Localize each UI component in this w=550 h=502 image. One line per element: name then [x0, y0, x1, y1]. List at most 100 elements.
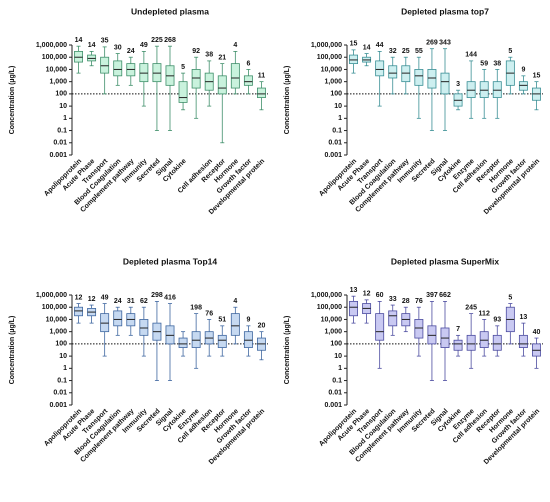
count-label: 416	[164, 294, 176, 301]
count-label: 5	[508, 48, 512, 55]
y-tick-label: 10	[59, 353, 67, 360]
y-tick-label: 10	[334, 353, 342, 360]
y-tick-label: 100	[55, 91, 67, 98]
chart-title: Depleted plasma Top14	[123, 256, 218, 266]
y-tick-label: 0.01	[53, 140, 67, 147]
count-label: 4	[233, 298, 237, 305]
box	[349, 54, 358, 65]
count-label: 44	[376, 42, 384, 49]
y-tick-label: 1	[63, 115, 67, 122]
count-label: 30	[114, 44, 122, 51]
box	[479, 81, 489, 98]
count-label: 6	[246, 60, 250, 67]
count-label: 7	[456, 326, 460, 333]
box	[414, 69, 424, 86]
count-label: 31	[127, 298, 135, 305]
count-label: 9	[246, 317, 250, 324]
y-tick-label: 1,000	[49, 329, 67, 336]
y-tick-label: 1,000,000	[36, 292, 67, 299]
y-tick-label: 100	[330, 341, 342, 348]
box	[388, 310, 398, 327]
y-axis-label: Concentration (µg/L)	[9, 66, 16, 135]
y-axis-label: Concentration (µg/L)	[284, 316, 291, 385]
count-label: 397	[426, 292, 438, 299]
count-label: 60	[376, 292, 384, 299]
box	[349, 300, 358, 317]
box	[74, 306, 83, 317]
y-tick-label: 100	[55, 341, 67, 348]
count-label: 298	[151, 292, 163, 299]
y-tick-label: 100,000	[42, 54, 67, 61]
box	[243, 331, 253, 348]
box	[230, 63, 240, 89]
count-label: 62	[140, 298, 148, 305]
box	[492, 81, 502, 98]
y-tick-label: 0.1	[332, 377, 342, 384]
count-label: 11	[258, 73, 266, 80]
y-tick-label: 0.001	[49, 402, 67, 409]
count-label: 55	[415, 48, 423, 55]
y-tick-label: 10,000	[46, 66, 68, 73]
box	[414, 319, 424, 339]
y-tick-label: 1	[63, 365, 67, 372]
y-tick-label: 1,000,000	[311, 292, 342, 299]
box	[466, 81, 476, 98]
y-tick-label: 1,000,000	[36, 42, 67, 49]
count-label: 92	[192, 48, 200, 55]
count-label: 14	[88, 42, 96, 49]
y-tick-label: 10	[59, 103, 67, 110]
count-label: 12	[75, 294, 83, 301]
count-label: 5	[181, 64, 185, 71]
count-label: 269	[426, 40, 438, 47]
count-label: 245	[465, 304, 477, 311]
box	[191, 69, 201, 89]
count-label: 49	[140, 42, 148, 49]
count-label: 20	[258, 323, 266, 330]
chart-title: Depleted plasma SuperMix	[391, 256, 499, 266]
count-label: 225	[151, 37, 163, 44]
y-tick-label: 100	[330, 91, 342, 98]
count-label: 93	[493, 317, 501, 324]
box	[375, 313, 385, 341]
y-tick-label: 1,000	[324, 329, 342, 336]
count-label: 13	[520, 314, 528, 321]
box	[100, 56, 110, 74]
box	[257, 87, 266, 98]
box	[518, 334, 528, 348]
count-label: 15	[350, 41, 358, 48]
box	[492, 334, 502, 351]
count-label: 38	[205, 52, 213, 59]
count-label: 12	[88, 296, 96, 303]
y-axis-label: Concentration (µg/L)	[284, 66, 291, 135]
y-tick-label: 100,000	[317, 304, 342, 311]
count-label: 15	[533, 73, 541, 80]
box	[178, 81, 188, 103]
box	[388, 65, 398, 79]
count-label: 49	[101, 294, 109, 301]
y-tick-label: 10,000	[321, 66, 343, 73]
count-label: 25	[402, 48, 410, 55]
box	[518, 81, 528, 91]
box	[230, 313, 240, 336]
count-label: 12	[363, 291, 371, 298]
y-tick-label: 1,000	[49, 79, 67, 86]
box	[479, 331, 489, 348]
count-label: 24	[114, 298, 122, 305]
box	[113, 310, 123, 327]
count-label: 33	[389, 296, 397, 303]
count-label: 3	[456, 81, 460, 88]
y-tick-label: 0.01	[328, 140, 342, 147]
box	[191, 331, 201, 348]
count-label: 24	[127, 48, 135, 55]
y-tick-label: 0.001	[324, 152, 342, 159]
count-label: 28	[402, 298, 410, 305]
count-label: 32	[389, 48, 397, 55]
count-label: 268	[164, 37, 176, 44]
y-tick-label: 100,000	[317, 54, 342, 61]
count-label: 112	[479, 310, 490, 317]
count-label: 76	[415, 298, 423, 305]
count-label: 4	[233, 42, 237, 49]
count-label: 662	[439, 292, 451, 299]
count-label: 9	[521, 67, 525, 74]
box	[453, 339, 463, 351]
